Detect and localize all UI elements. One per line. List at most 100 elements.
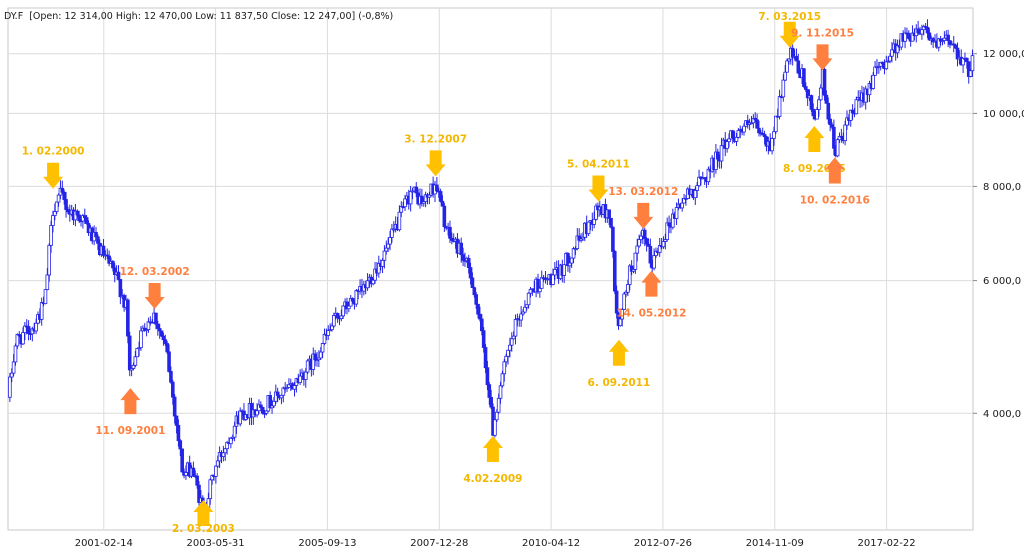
candle: [783, 64, 787, 81]
candle: [49, 220, 53, 253]
candle: [221, 445, 226, 462]
candle: [195, 473, 199, 489]
candle: [171, 379, 175, 405]
candle: [652, 248, 656, 271]
annotation: 2. 03.2003: [172, 500, 235, 535]
candle: [397, 205, 402, 232]
annotation: 1. 02.2000: [22, 146, 84, 189]
annotation-arrow: [641, 270, 662, 297]
candle: [489, 389, 493, 409]
candle: [832, 119, 836, 156]
candle: [214, 465, 218, 484]
chart-header: DY.F [Open: 12 314,00 High: 12 470,00 Lo…: [4, 11, 393, 22]
x-tick-label: 2003-05-31: [187, 538, 245, 549]
candle: [474, 292, 478, 309]
candle: [470, 272, 475, 289]
candle: [642, 227, 647, 247]
annotation: 7. 03.2015: [758, 11, 821, 48]
x-tick-label: 2012-07-26: [634, 538, 692, 549]
candle: [51, 210, 55, 233]
candle: [365, 273, 370, 291]
candle: [176, 419, 181, 447]
candle: [817, 96, 821, 117]
ohlc-readout: [Open: 12 314,00 High: 12 470,00 Low: 11…: [29, 11, 393, 22]
candle: [390, 223, 394, 243]
candle: [657, 237, 662, 257]
candle: [796, 53, 801, 75]
candle: [229, 437, 233, 449]
candle: [545, 277, 550, 286]
candle: [777, 89, 782, 120]
candle: [751, 114, 756, 129]
candle: [607, 209, 611, 226]
candle: [951, 35, 956, 53]
candle: [620, 308, 625, 327]
candle: [592, 211, 596, 229]
candle: [423, 191, 428, 208]
candle: [45, 268, 50, 291]
annotation: 3. 12.2007: [404, 133, 467, 177]
plot-frame: [7, 7, 974, 531]
annotation-label: 12. 03.2002: [120, 266, 190, 278]
x-tick-label: 2017-02-22: [858, 538, 916, 549]
candle: [946, 29, 950, 48]
candle: [154, 312, 158, 330]
candle: [966, 61, 971, 84]
candle: [543, 271, 548, 284]
candle: [566, 252, 570, 272]
candle: [77, 210, 81, 224]
candle: [614, 285, 619, 319]
candle: [498, 381, 503, 404]
candle: [135, 347, 140, 358]
annotation: 12. 03.2002: [120, 266, 190, 310]
y-tick-label: 6 000,0: [983, 276, 1021, 287]
annotation-label: 11. 09.2001: [95, 425, 165, 437]
candle: [15, 333, 20, 349]
annotation-arrow: [779, 21, 800, 48]
annotation-label: 10. 02.2016: [800, 195, 870, 207]
candle: [762, 130, 767, 145]
candle: [785, 58, 789, 73]
annotation: 9. 11.2015: [791, 27, 854, 71]
annotation-arrow: [633, 202, 654, 229]
annotation: 4.02.2009: [463, 436, 522, 485]
candle: [970, 49, 975, 77]
candle: [285, 384, 289, 392]
candle: [513, 314, 518, 345]
candle: [172, 394, 177, 424]
annotation-label: 6. 09.2011: [588, 377, 651, 389]
candle: [330, 322, 334, 332]
annotation-label: 13. 03.2012: [608, 186, 678, 198]
candle: [502, 359, 507, 382]
candle: [47, 243, 52, 282]
y-tick-label: 8 000,0: [983, 182, 1021, 193]
grid-layer: [7, 7, 974, 531]
candle: [562, 264, 567, 284]
candle: [727, 133, 731, 148]
candle: [116, 265, 121, 281]
candle: [519, 306, 523, 327]
candle: [287, 378, 291, 388]
candle: [671, 208, 675, 230]
candle: [435, 177, 439, 192]
candle-layer: [8, 19, 975, 518]
candle: [133, 351, 138, 368]
candle: [208, 478, 213, 505]
candle: [382, 245, 387, 269]
candle: [169, 366, 173, 384]
candle: [509, 332, 514, 352]
candle: [539, 270, 544, 289]
candle: [884, 55, 889, 71]
annotation-label: 2. 03.2003: [172, 523, 235, 535]
candle: [965, 57, 969, 69]
candle: [635, 238, 640, 262]
annotation-label: 7. 03.2015: [758, 11, 821, 23]
candle: [826, 97, 831, 124]
candle: [332, 312, 336, 328]
candle: [180, 448, 184, 473]
candle: [695, 181, 699, 198]
candle: [157, 323, 162, 339]
candle: [809, 94, 814, 112]
candle: [399, 201, 404, 218]
